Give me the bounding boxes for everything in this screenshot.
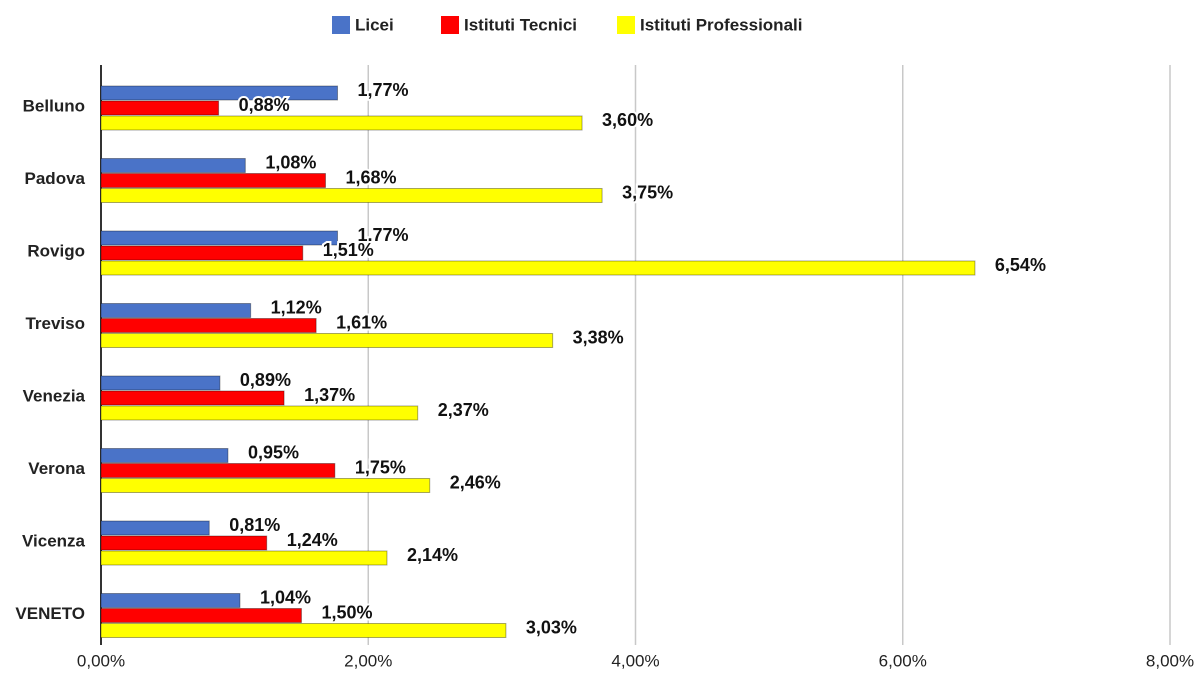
bar (100, 478, 431, 493)
value-label: 0,89% (240, 370, 291, 390)
value-label: 0,81% (229, 515, 280, 535)
legend-swatch (617, 16, 635, 34)
bar (100, 245, 304, 261)
legend-label: Istituti Tecnici (464, 15, 577, 34)
bar (100, 448, 229, 463)
y-tick-label: Venezia (23, 386, 86, 405)
bar (100, 593, 241, 608)
value-label: 1,75% (355, 457, 406, 477)
bar (100, 318, 317, 333)
bar (100, 608, 302, 623)
x-tick-label: 4,00% (611, 651, 659, 670)
y-tick-label: Verona (28, 459, 85, 478)
value-label: 3,75% (622, 182, 673, 202)
value-label: 1,50% (321, 602, 372, 622)
bar (100, 158, 246, 173)
bar (100, 375, 221, 391)
x-tick-label: 2,00% (344, 651, 392, 670)
value-label: 0,95% (248, 442, 299, 462)
bar (100, 230, 339, 246)
bar (100, 303, 252, 318)
value-label: 1,37% (304, 385, 355, 405)
bar (100, 623, 507, 638)
bar (100, 390, 285, 406)
value-label: 1,24% (287, 530, 338, 550)
value-label: 6,54% (995, 255, 1046, 275)
value-label: 2,37% (438, 400, 489, 420)
bar (100, 260, 976, 276)
y-tick-label: Belluno (23, 96, 85, 115)
bar (100, 463, 336, 478)
value-label: 2,46% (450, 472, 501, 492)
x-tick-label: 0,00% (77, 651, 125, 670)
x-tick-label: 6,00% (879, 651, 927, 670)
value-label: 1,12% (271, 297, 322, 317)
bar (100, 85, 339, 101)
value-label: 1,04% (260, 587, 311, 607)
value-label: 1,61% (336, 312, 387, 332)
bar (100, 333, 554, 348)
y-tick-label: Padova (25, 169, 86, 188)
bar (100, 550, 388, 566)
bar (100, 535, 268, 551)
y-tick-label: VENETO (15, 604, 85, 623)
value-label: 3,60% (602, 110, 653, 130)
value-label: 1,51% (323, 240, 374, 260)
bar (100, 188, 603, 203)
value-label: 3,03% (526, 617, 577, 637)
value-label: 1,08% (265, 152, 316, 172)
value-label: 3,38% (573, 327, 624, 347)
y-tick-label: Rovigo (27, 241, 85, 260)
bar (100, 100, 220, 116)
x-tick-label: 8,00% (1146, 651, 1194, 670)
bar (100, 173, 326, 188)
legend-swatch (332, 16, 350, 34)
value-label: 1,68% (345, 167, 396, 187)
bar (100, 405, 419, 421)
value-label: 2,14% (407, 545, 458, 565)
value-label: 1,77% (358, 225, 409, 245)
legend-swatch (441, 16, 459, 34)
bar (100, 115, 583, 131)
legend-label: Licei (355, 15, 394, 34)
value-label: 1,77% (358, 80, 409, 100)
legend-label: Istituti Professionali (640, 15, 802, 34)
y-tick-label: Vicenza (22, 531, 86, 550)
bar (100, 520, 210, 536)
value-label: 0,88% (239, 95, 290, 115)
y-tick-label: Treviso (25, 314, 85, 333)
